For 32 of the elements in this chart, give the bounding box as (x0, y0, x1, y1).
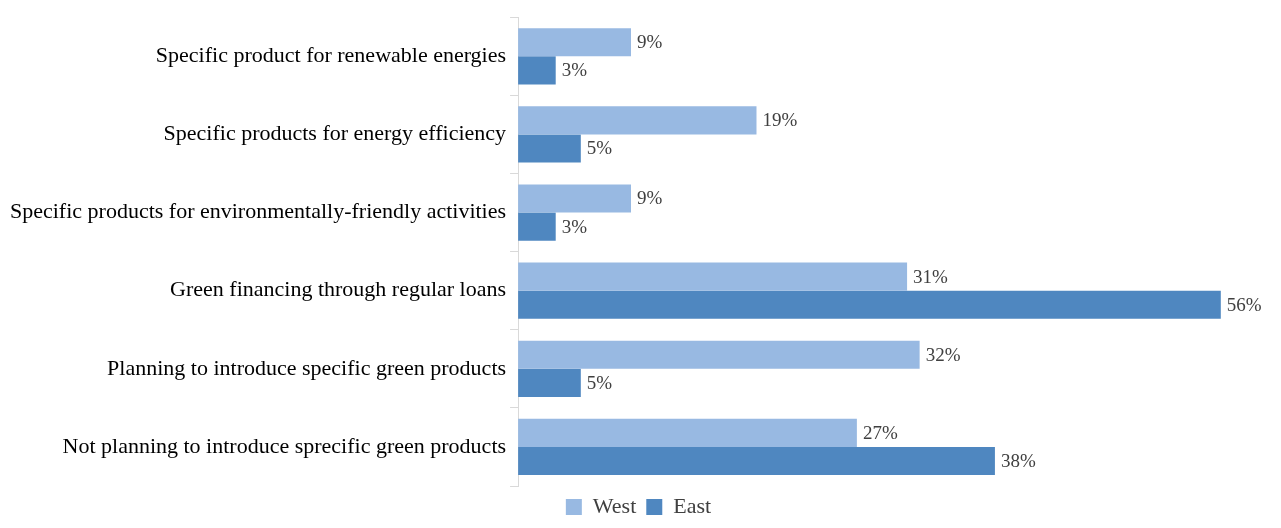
bar (518, 56, 556, 85)
data-label: 19% (762, 109, 798, 131)
data-label: 3% (561, 59, 588, 81)
bar (518, 134, 581, 163)
y-tick-label: Specific products for environmentally-friendly activities (9, 198, 507, 224)
bar (518, 184, 631, 213)
data-label: 3% (561, 215, 588, 237)
data-label: 9% (637, 187, 663, 209)
bar (518, 262, 908, 291)
data-label: 56% (1226, 293, 1262, 315)
legend-label: West (592, 492, 637, 518)
bar (518, 418, 857, 447)
data-label: 31% (913, 265, 949, 287)
bar (518, 290, 1221, 319)
bar (518, 106, 757, 135)
legend-label: East (673, 492, 712, 518)
data-label: 9% (637, 31, 663, 53)
bar (518, 368, 581, 397)
data-label: 38% (1000, 449, 1036, 471)
data-label: 5% (586, 371, 613, 393)
bar (518, 28, 631, 57)
bar (518, 212, 556, 241)
y-tick-label: Planning to introduce specific green products (107, 354, 507, 380)
y-tick-label: Green financing through regular loans (170, 276, 507, 302)
y-tick-label: Specific products for energy efficiency (163, 120, 507, 146)
data-label: 32% (925, 343, 961, 365)
bar (518, 446, 995, 476)
bar (518, 340, 920, 369)
data-label: 5% (586, 137, 613, 159)
data-label: 27% (862, 421, 898, 443)
y-tick-label: Not planning to introduce sprecific green products (62, 432, 507, 458)
y-tick-label: Specific product for renewable energies (155, 42, 507, 68)
